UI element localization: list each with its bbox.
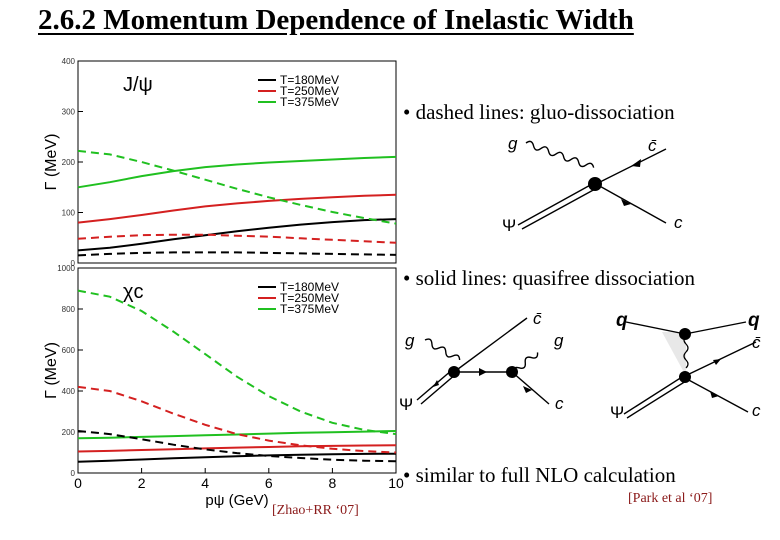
- y-tick-label: 1000: [57, 264, 75, 273]
- y-tick-label: 200: [62, 158, 76, 167]
- gluon-in: [424, 338, 461, 361]
- arrow-cbar: [713, 359, 721, 365]
- panel-label: χc: [123, 281, 144, 303]
- legend-entry: T=250MeV: [280, 291, 339, 305]
- label-g-in: g: [405, 331, 415, 350]
- x-tick-label: 6: [265, 475, 273, 491]
- arrow-psi: [433, 380, 439, 387]
- label-q-out: q: [748, 310, 760, 331]
- psi-line-1: [623, 376, 683, 415]
- psi-line-2: [420, 373, 457, 405]
- arrow-c: [710, 391, 719, 398]
- arrow-c: [621, 199, 631, 206]
- psi-line-2: [626, 380, 687, 419]
- gluon-line: [525, 140, 595, 168]
- bullet-solid: • solid lines: quasifree dissociation: [403, 266, 695, 290]
- label-c: c: [752, 401, 761, 420]
- label-cbar: c̄: [648, 136, 657, 155]
- diagram-quasifree-gluon: g g c̄ Ψ c: [397, 309, 569, 414]
- chart-chic: 0 200 400 600 800 1000 0 2 4 6 8 10 Γ (MeV) pψ (GeV) χ…: [43, 264, 404, 509]
- panel-label: J/ψ: [123, 74, 153, 96]
- x-tick-label: 10: [388, 475, 404, 491]
- q-line-out: [684, 321, 747, 335]
- c-line: [511, 371, 550, 405]
- vertex-2: [506, 366, 518, 378]
- label-c: c: [555, 394, 564, 413]
- x-tick-label: 4: [201, 475, 209, 491]
- label-psi: Ψ: [399, 395, 413, 414]
- legend-entry: T=375MeV: [280, 95, 339, 109]
- y-tick-label: 0: [71, 469, 76, 478]
- series-line-solid-1: [77, 193, 397, 224]
- series-line-solid-2: [77, 155, 397, 189]
- c-line: [595, 183, 667, 224]
- y-tick-label: 300: [62, 108, 76, 117]
- x-tick-label: 0: [74, 475, 82, 491]
- series-line-solid-1: [77, 444, 397, 453]
- bullet-nlo: • similar to full NLO calculation: [403, 463, 676, 487]
- shadow: [662, 332, 686, 376]
- plot-frame: [77, 60, 397, 264]
- arrow-cbar: [631, 159, 641, 167]
- legend-entry: T=180MeV: [280, 280, 339, 294]
- citation-zhao: [Zhao+RR ‘07]: [272, 503, 359, 518]
- cbar-line: [453, 317, 528, 373]
- label-g-out: g: [554, 331, 564, 350]
- label-g: g: [508, 134, 518, 153]
- vertex-bottom: [679, 371, 691, 383]
- plot-frame: [77, 267, 397, 474]
- gluon-exchange: [683, 335, 689, 369]
- legend-entry: T=250MeV: [280, 84, 339, 98]
- y-tick-label: 200: [62, 428, 76, 437]
- y-axis-label: Γ (MeV): [43, 134, 60, 191]
- bullet-dashed: • dashed lines: gluo-dissociation: [403, 100, 675, 124]
- series-line-dashed-3: [77, 430, 397, 463]
- psi-line-1: [517, 182, 595, 226]
- y-tick-label: 400: [62, 57, 76, 66]
- vertex-top: [679, 328, 691, 340]
- x-tick-label: 8: [329, 475, 337, 491]
- series-line-dashed-4: [77, 233, 397, 244]
- vertex-1: [448, 366, 460, 378]
- label-cbar: c̄: [752, 333, 761, 352]
- series-line-solid-0: [77, 452, 397, 463]
- x-tick-label: 2: [138, 475, 146, 491]
- label-psi: Ψ: [610, 403, 624, 422]
- series-line-dashed-4: [77, 385, 397, 454]
- psi-line-2: [521, 187, 598, 230]
- label-psi: Ψ: [502, 216, 516, 235]
- y-tick-label: 600: [62, 346, 76, 355]
- series-line-dashed-5: [77, 149, 397, 225]
- label-cbar: c̄: [533, 309, 542, 328]
- chart-jpsi: 0 100 200 300 400 Γ (MeV) J/ψ T=180MeVT=250MeVT…: [43, 57, 397, 268]
- x-axis-label: pψ (GeV): [205, 492, 268, 509]
- arrow-propagator: [479, 368, 487, 376]
- series-line-dashed-5: [77, 289, 397, 436]
- y-tick-label: 100: [62, 209, 76, 218]
- series-line-solid-0: [77, 218, 397, 252]
- vertex: [588, 177, 602, 191]
- label-q-in: q: [616, 310, 628, 331]
- diagram-gluo-dissociation: g c̄ Ψ c: [498, 133, 683, 235]
- page-title: 2.6.2 Momentum Dependence of Inelastic W…: [38, 4, 634, 36]
- q-line: [625, 321, 686, 335]
- y-tick-label: 400: [62, 387, 76, 396]
- series-line-dashed-3: [77, 251, 397, 257]
- cbar-line: [684, 341, 757, 377]
- arrow-c: [523, 386, 532, 393]
- y-tick-label: 0: [71, 259, 76, 268]
- diagram-quasifree-quark: q q c̄ Ψ c: [606, 310, 766, 422]
- cbar-line: [595, 148, 667, 185]
- legend-entry: T=375MeV: [280, 302, 339, 316]
- citation-park: [Park et al ‘07]: [628, 491, 713, 506]
- y-tick-label: 800: [62, 305, 76, 314]
- y-axis-label: Γ (MeV): [43, 342, 60, 399]
- legend-entry: T=180MeV: [280, 73, 339, 87]
- label-c: c: [674, 213, 683, 232]
